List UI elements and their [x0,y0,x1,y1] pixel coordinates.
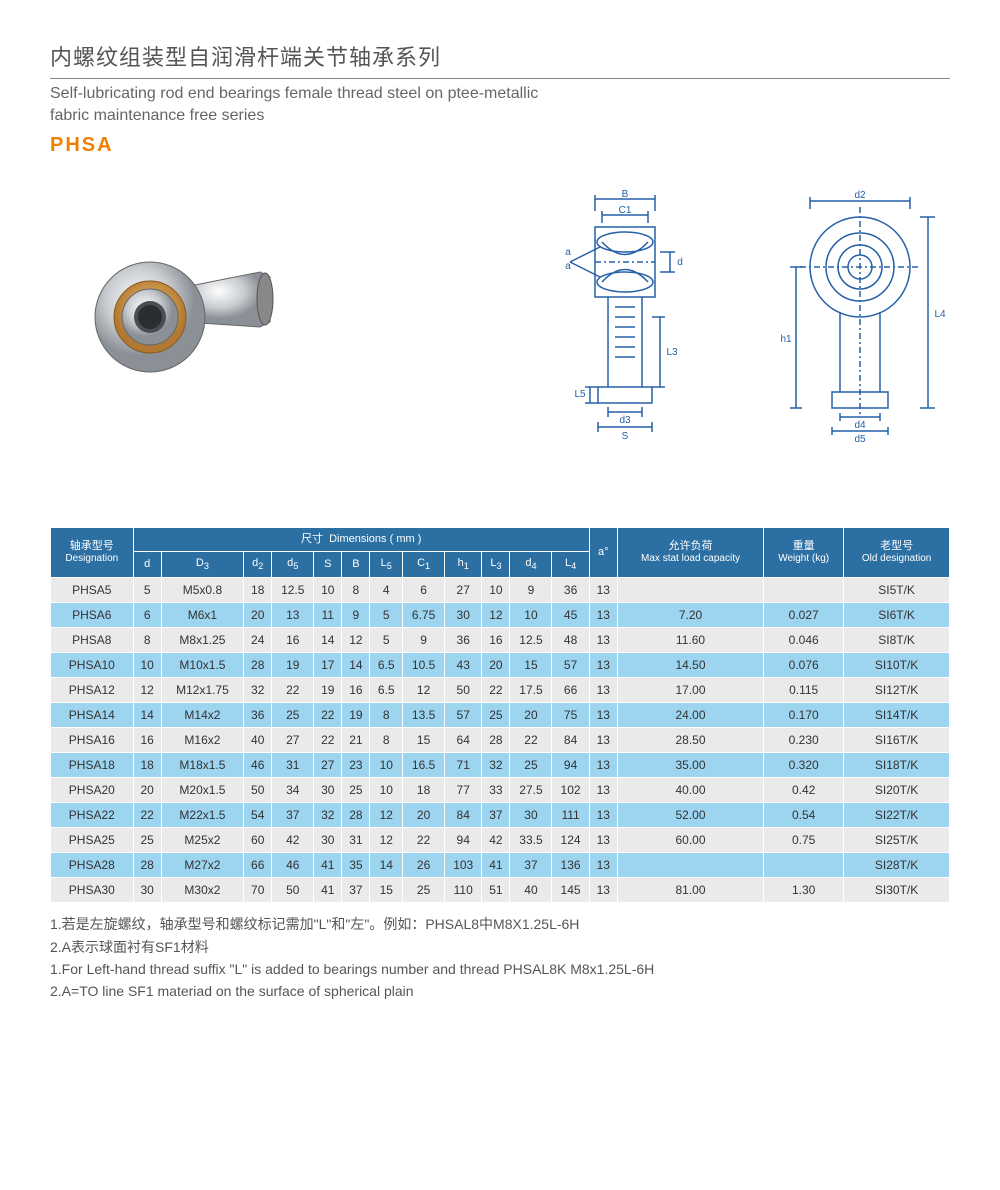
figure-row: B C1 a a d L5 L3 d3 S [50,187,950,447]
table-row: PHSA55M5x0.81812.510846271093613SI5T/K [51,578,950,603]
title-chinese: 内螺纹组装型自润滑杆端关节轴承系列 [50,40,950,72]
table-header: 轴承型号 Designation 尺寸 Dimensions ( mm ) a°… [51,527,950,577]
col-C1: C1 [403,551,445,577]
spec-table: 轴承型号 Designation 尺寸 Dimensions ( mm ) a°… [50,527,950,903]
svg-text:d: d [677,257,683,268]
note-2-cn: 2.A表示球面衬有SF1材料 [50,936,950,958]
svg-text:B: B [622,189,629,200]
svg-text:L5: L5 [574,389,586,400]
table-row: PHSA3030M30x270504137152511051401451381.… [51,878,950,903]
note-1-cn: 1.若是左旋螺纹，轴承型号和螺纹标记需加"L"和"左"。例如：PHSAL8中M8… [50,913,950,935]
col-dimensions-group: 尺寸 Dimensions ( mm ) [133,527,589,551]
table-row: PHSA1414M14x236252219813.5572520751324.0… [51,703,950,728]
col-d5: d5 [272,551,314,577]
svg-text:d2: d2 [854,190,866,201]
svg-text:C1: C1 [619,205,632,216]
table-row: PHSA2222M22x1.55437322812208437301111352… [51,803,950,828]
table-row: PHSA1818M18x1.5463127231016.571322594133… [51,753,950,778]
title-divider [50,78,950,79]
table-row: PHSA2828M27x2664641351426103413713613SI2… [51,853,950,878]
table-row: PHSA66M6x1201311956.7530121045137.200.02… [51,603,950,628]
col-d: d [133,551,161,577]
table-row: PHSA2020M20x1.5503430251018773327.510213… [51,778,950,803]
table-row: PHSA88M8x1.252416141259361612.5481311.60… [51,628,950,653]
product-photo [50,207,310,427]
col-B: B [342,551,370,577]
col-D3: D3 [161,551,243,577]
table-row: PHSA2525M25x2604230311222944233.51241360… [51,828,950,853]
svg-text:S: S [622,431,629,442]
col-L3: L3 [482,551,510,577]
note-2-en: 2.A=TO line SF1 materiad on the surface … [50,980,950,1002]
table-row: PHSA1212M12x1.75322219166.512502217.5661… [51,678,950,703]
title-english-line1: Self-lubricating rod end bearings female… [50,83,950,105]
table-row: PHSA1616M16x240272221815642822841328.500… [51,728,950,753]
diagram-front: B C1 a a d L5 L3 d3 S [540,187,710,447]
svg-text:L3: L3 [666,347,678,358]
col-S: S [314,551,342,577]
series-code: PHSA [50,134,950,157]
svg-text:h1: h1 [780,334,792,345]
svg-text:a: a [565,247,571,258]
col-angle: a° [589,527,617,577]
col-L5: L5 [370,551,403,577]
note-1-en: 1.For Left-hand thread suffix "L" is add… [50,958,950,980]
footnotes: 1.若是左旋螺纹，轴承型号和螺纹标记需加"L"和"左"。例如：PHSAL8中M8… [50,913,950,1003]
col-d4: d4 [510,551,552,577]
svg-text:d4: d4 [854,420,866,431]
col-h1: h1 [445,551,482,577]
table-body: PHSA55M5x0.81812.510846271093613SI5T/KPH… [51,578,950,903]
col-d2: d2 [244,551,272,577]
title-english-line2: fabric maintenance free series [50,105,950,127]
col-old-designation: 老型号 Old designation [844,527,950,577]
technical-diagrams: B C1 a a d L5 L3 d3 S [540,187,950,447]
svg-text:d5: d5 [854,434,866,445]
diagram-side: d2 h1 L4 d4 d5 [770,187,950,447]
svg-text:d3: d3 [619,415,631,426]
table-row: PHSA1010M10x1.5281917146.510.54320155713… [51,653,950,678]
svg-text:L4: L4 [934,309,946,320]
col-designation: 轴承型号 Designation [51,527,134,577]
svg-text:a: a [565,261,571,272]
page-header: 内螺纹组装型自润滑杆端关节轴承系列 Self-lubricating rod e… [50,40,950,157]
col-weight: 重量 Weight (kg) [764,527,844,577]
col-L4: L4 [552,551,589,577]
col-max-stat: 允许负荷 Max stat load capacity [617,527,763,577]
